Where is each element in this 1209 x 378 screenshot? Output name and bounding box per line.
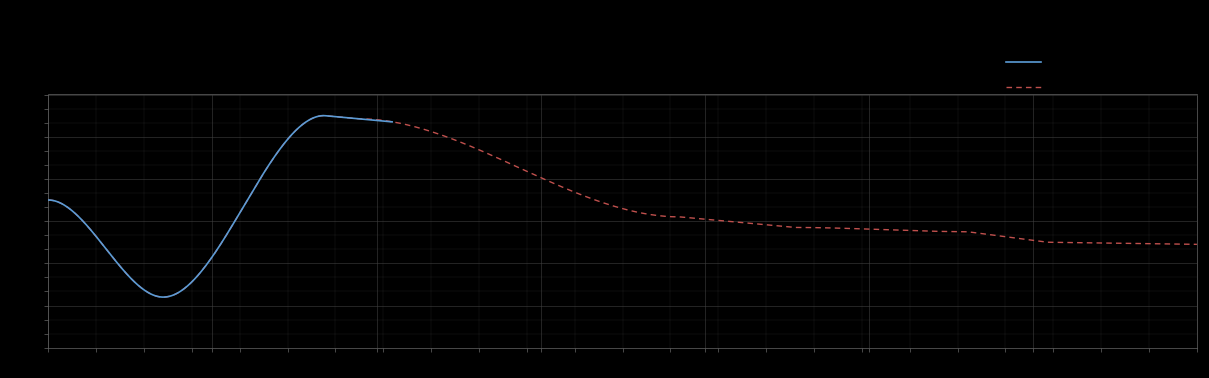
Legend: , : , bbox=[1006, 56, 1052, 95]
